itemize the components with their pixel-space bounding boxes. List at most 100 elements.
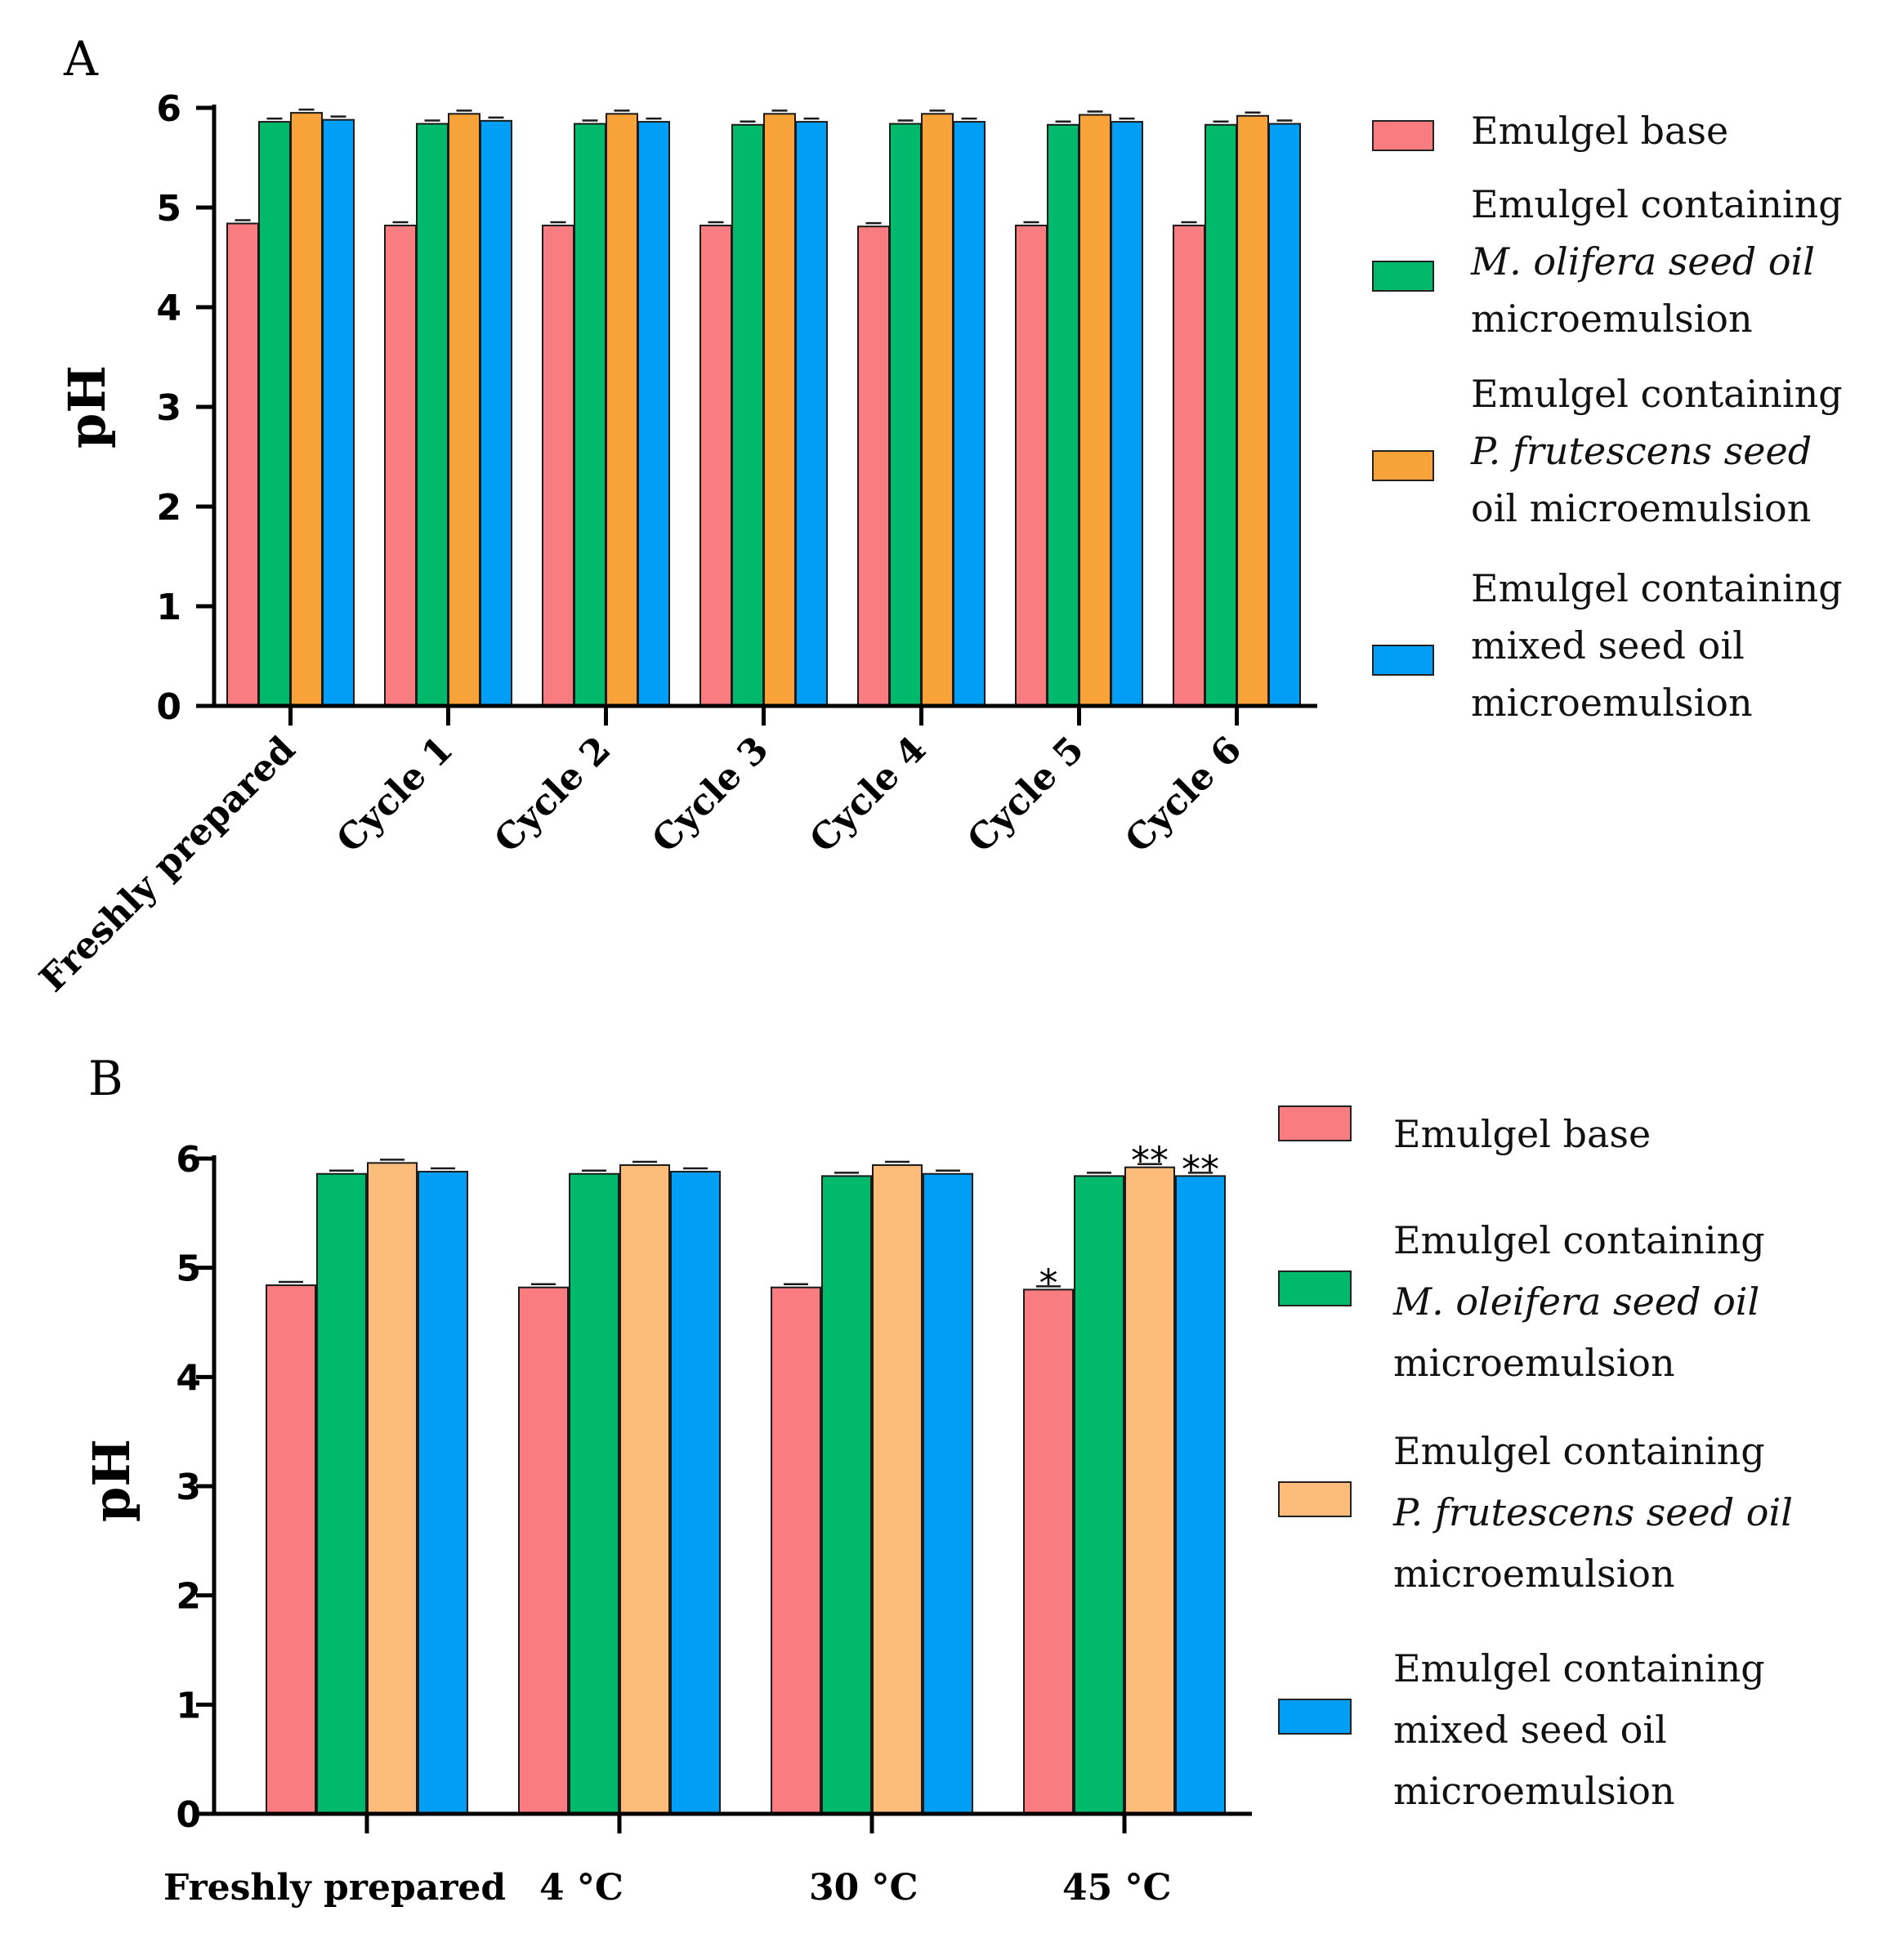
bar [1205,123,1237,708]
bar [480,119,512,708]
legend-swatch [1278,1105,1352,1141]
bar [1111,121,1143,707]
bar [266,1284,316,1815]
bar [953,121,986,707]
legend-label: microemulsion [1393,1552,1675,1596]
bar [1175,1175,1226,1815]
legend-label: microemulsion [1393,1769,1675,1813]
bar [763,113,796,707]
x-tick-label: Cycle 2 [486,729,619,861]
legend-swatch [1372,120,1434,151]
legend-swatch [1372,261,1434,292]
x-tick-label: Cycle 6 [1117,729,1249,861]
bar [1074,1175,1124,1815]
axes [212,105,1317,708]
x-tick-label: Cycle 5 [959,729,1092,861]
bar [771,1286,821,1815]
y-tick-label: 5 [176,1248,201,1290]
legend-label: Emulgel base [1393,1112,1651,1156]
y-tick-label: 4 [156,288,181,329]
bar [699,224,732,707]
bar [322,118,355,707]
bar [418,1171,468,1815]
bar [731,123,764,708]
bar [889,123,922,707]
legend-swatch [1278,1699,1352,1735]
bar [290,112,323,708]
legend-label: Emulgel containing [1471,566,1843,610]
y-tick-label: 0 [176,1794,201,1836]
x-tick-label: 30 °C [809,1867,918,1909]
y-tick-label: 0 [156,686,181,728]
bar [821,1175,872,1815]
y-tick-label: 2 [176,1576,201,1618]
legend-label: mixed seed oil [1471,623,1745,668]
significance-annotation: ** [1182,1147,1219,1191]
legend-swatch [1278,1270,1352,1306]
y-tick-label: 2 [156,487,181,529]
bar [670,1171,721,1815]
significance-annotation: ** [1131,1139,1169,1183]
bar [921,113,954,707]
bar [923,1172,973,1815]
y-tick-label: 3 [156,387,181,429]
legend-label: P. frutescens seed oil [1392,1490,1793,1534]
panel-label: B [88,1051,123,1106]
legend-label: Emulgel containing [1393,1218,1765,1262]
y-axis-label: pH [82,1439,141,1522]
legend-label: Emulgel containing [1471,372,1843,416]
bar [1124,1166,1175,1815]
bar [384,224,417,707]
bar [857,226,890,707]
bar [542,224,574,707]
bar [569,1172,619,1815]
bar [1173,224,1205,707]
bar [448,113,480,707]
bar [518,1286,569,1815]
bar [258,121,291,707]
y-tick-label: 6 [156,88,181,130]
bar [316,1172,367,1815]
y-tick-label: 1 [176,1685,201,1726]
bar [1079,114,1111,708]
panel-a: ApH 0 1 2 3 4 5 6 Freshly prepared Cycle 1 Cycle 2… [32,31,1843,1000]
x-tick-label: 45 °C [1062,1867,1172,1909]
bar [619,1164,670,1815]
legend-label: microemulsion [1393,1341,1675,1385]
panel-b: BpH 0 1 2 3 4 5 6 Freshly prepared 4 °C 30 °C 45 °C… [82,1051,1793,1909]
legend-label: microemulsion [1471,681,1753,725]
bar [574,123,606,707]
legend-swatch [1372,645,1434,676]
x-tick-label: Cycle 1 [329,729,461,861]
bar [872,1164,923,1815]
legend-label: oil microemulsion [1471,486,1811,530]
y-tick-label: 3 [176,1467,201,1508]
legend-label: M. olifera seed oil [1470,239,1815,284]
legend-label: P. frutescens seed [1470,429,1812,473]
y-tick-label: 4 [176,1357,201,1399]
x-tick-label: Freshly prepared [163,1867,506,1909]
bar [1047,123,1079,708]
legend-swatch [1278,1481,1352,1517]
legend-label: M. oleifera seed oil [1392,1279,1759,1324]
legend-label: Emulgel containing [1393,1646,1765,1690]
bar [1236,114,1269,707]
x-tick-label: 4 °C [539,1867,623,1909]
bar [637,121,670,707]
significance-annotation: * [1039,1261,1058,1305]
axes [212,1155,1252,1816]
bar [1015,224,1048,707]
panel-label: A [63,31,99,87]
y-tick-label: 5 [156,188,181,230]
x-tick-label: Cycle 4 [802,729,934,861]
bar [416,123,449,707]
bar [367,1162,418,1815]
y-axis-label: pH [57,365,117,449]
bar [1268,123,1301,707]
y-tick-label: 1 [156,587,181,628]
y-tick-label: 6 [176,1139,201,1181]
legend-label: mixed seed oil [1393,1708,1667,1752]
legend-label: Emulgel base [1471,109,1728,153]
x-tick-label: Cycle 3 [644,729,776,861]
